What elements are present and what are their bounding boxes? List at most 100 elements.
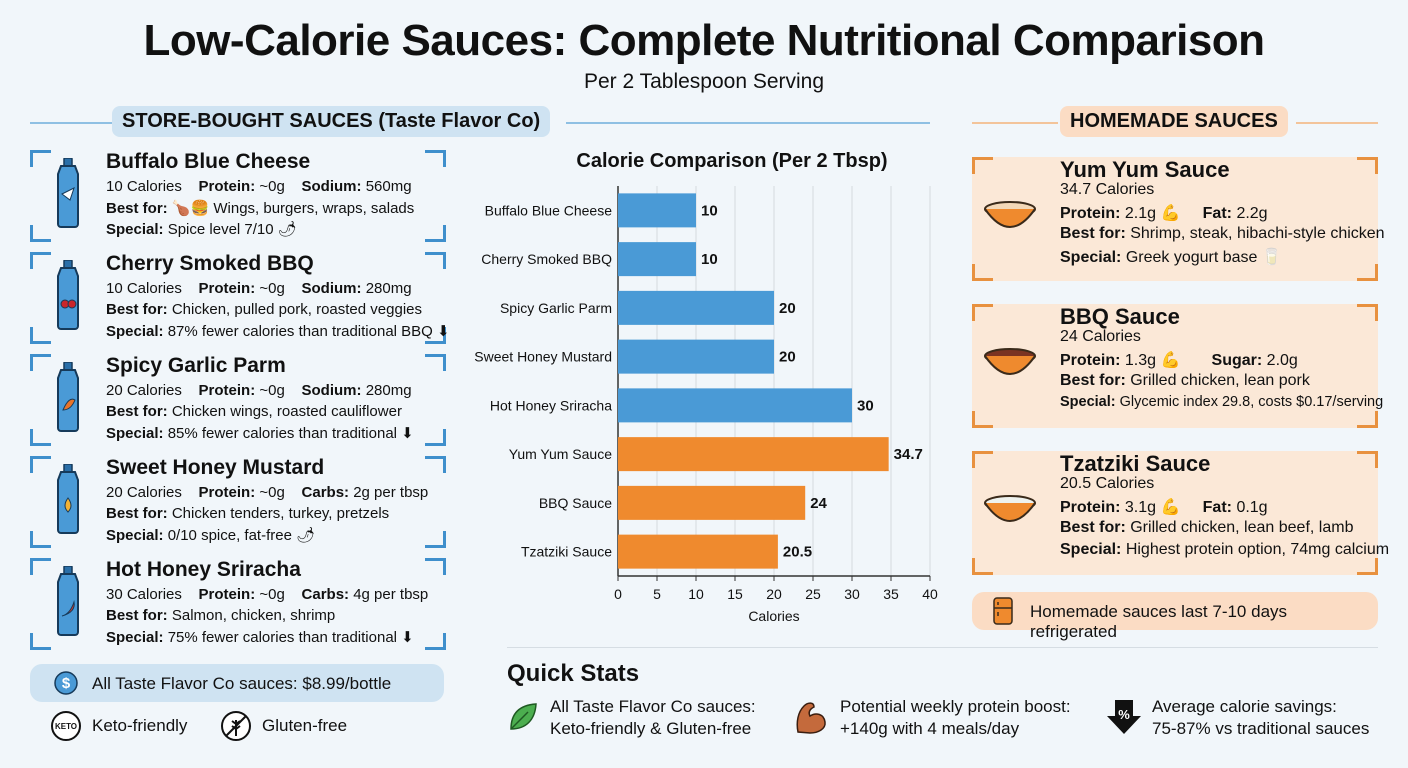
category-label: Hot Honey Sriracha [490,397,612,413]
bar [618,290,774,325]
bottle-icon [57,158,79,228]
special-label: Special: [106,221,164,238]
category-label: Buffalo Blue Cheese [485,202,613,218]
bar [618,193,696,228]
storage-note-text: Homemade sauces last 7-10 days refrigera… [1030,602,1288,641]
stat-value: ~0g [259,178,285,195]
percent-down-icon: % [1107,700,1141,734]
stat-label: Protein: [198,280,256,297]
keto-icon: KETO [51,711,81,741]
bowl-icon [984,201,1036,228]
category-label: Yum Yum Sauce [509,446,612,462]
category-label: Sweet Honey Mustard [474,349,612,365]
keto-icon-text: KETO [55,722,77,731]
quick-stat: All Taste Flavor Co sauces: Keto-friendl… [550,697,756,738]
stat-value: 4g per tbsp [353,586,429,603]
data-label: 20 [779,349,796,366]
stat-value: 280mg [365,280,412,297]
bar [618,339,774,374]
stat-label: Fat: [1202,205,1232,222]
quick-stat: Average calorie savings: 75-87% vs tradi… [1152,697,1370,738]
sauce-calories: 10 Calories [106,178,182,195]
sauce-name: Sweet Honey Mustard [106,456,325,479]
stat-value: ~0g [259,484,285,501]
bowl-icon [984,495,1036,522]
special-label: Special: [106,323,164,340]
best-for-value: Chicken wings, roasted cauliflower [171,403,402,420]
store-section-label: STORE-BOUGHT SAUCES (Taste Flavor Co) [112,106,551,137]
divider [1296,122,1378,124]
sauce-name: Cherry Smoked BBQ [106,252,314,275]
best-for-value: Chicken, pulled pork, roasted veggies [171,301,422,318]
data-label: 10 [701,251,718,268]
special-value: 75% fewer calories than traditional ⬇ [167,629,414,646]
sauce-calories: 30 Calories [106,586,182,603]
bottle-icon [57,362,79,432]
category-label: Cherry Smoked BBQ [481,251,612,267]
special-value: 0/10 spice, fat-free 🌶 [167,527,316,544]
fridge-icon [993,597,1013,625]
sauce-calories: 24 Calories [1060,328,1141,345]
best-for-label: Best for: [1060,519,1126,536]
stat-value: 1.3g 💪 [1124,352,1181,369]
x-axis-label: Calories [748,608,799,624]
data-label: 24 [810,495,827,512]
divider [507,647,1378,648]
data-label: 20 [779,300,796,317]
homemade-card: Yum Yum Sauce 34.7 Calories Protein: 2.1… [972,157,1385,281]
stat-value: 2.0g [1266,352,1298,369]
sauce-calories: 20.5 Calories [1060,475,1155,492]
stat-label: Protein: [198,484,256,501]
x-tick-label: 5 [653,586,661,602]
divider [972,122,1058,124]
x-tick-label: 25 [805,586,821,602]
leaf-icon [510,703,537,730]
special-label: Special: [1060,394,1116,410]
special-value: Highest protein option, 74mg calcium [1125,541,1390,558]
x-tick-label: 40 [922,586,938,602]
sauce-name: BBQ Sauce [1060,304,1180,329]
bar [618,534,778,569]
stat-value: ~0g [259,586,285,603]
homemade-card: BBQ Sauce 24 Calories Protein: 1.3g 💪 Su… [972,304,1383,428]
special-label: Special: [1060,249,1122,266]
sauce-name: Buffalo Blue Cheese [106,150,311,173]
special-value: Spice level 7/10 🌶 [167,221,297,238]
stat-value: 0.1g [1236,499,1268,516]
bottle-icon [57,566,79,636]
best-for-label: Best for: [1060,225,1126,242]
special-value: Greek yogurt base 🥛 [1125,249,1282,266]
divider [30,122,112,124]
stat-value: 2.1g 💪 [1124,205,1181,222]
stat-value: ~0g [259,280,285,297]
special-value: Glycemic index 29.8, costs $0.17/serving [1119,394,1384,410]
bar [618,242,696,277]
homemade-card: Tzatziki Sauce 20.5 Calories Protein: 3.… [972,451,1389,575]
best-for-value: Chicken tenders, turkey, pretzels [171,505,390,522]
category-label: BBQ Sauce [539,495,612,511]
dollar-icon: $ [54,671,78,695]
x-tick-label: 30 [844,586,860,602]
x-tick-label: 20 [766,586,782,602]
data-label: 34.7 [894,446,923,463]
gluten-free-icon [221,711,251,741]
stat-label: Carbs: [301,586,350,603]
bar [618,485,806,520]
best-for-label: Best for: [106,403,168,420]
sauce-calories: 20 Calories [106,382,182,399]
sauce-name: Tzatziki Sauce [1060,451,1211,476]
best-for-label: Best for: [106,607,168,624]
gluten-label: Gluten-free [262,716,348,735]
category-label: Spicy Garlic Parm [500,300,612,316]
stat-label: Sugar: [1211,352,1263,369]
sauce-card: Hot Honey Sriracha 30 Calories Protein: … [30,558,446,650]
chart-title: Calorie Comparison (Per 2 Tbsp) [576,150,888,172]
best-for-value: 🍗🍔 Wings, burgers, wraps, salads [171,200,415,217]
sauce-calories: 20 Calories [106,484,182,501]
sauce-card: Spicy Garlic Parm 20 Calories Protein: ~… [30,354,446,446]
page-title: Low-Calorie Sauces: Complete Nutritional… [143,16,1265,65]
calorie-bar-chart: Buffalo Blue Cheese 10 Cherry Smoked BBQ 10… [474,186,938,624]
bar [618,437,889,472]
bottle-icon [57,464,79,534]
keto-label: Keto-friendly [92,716,188,735]
